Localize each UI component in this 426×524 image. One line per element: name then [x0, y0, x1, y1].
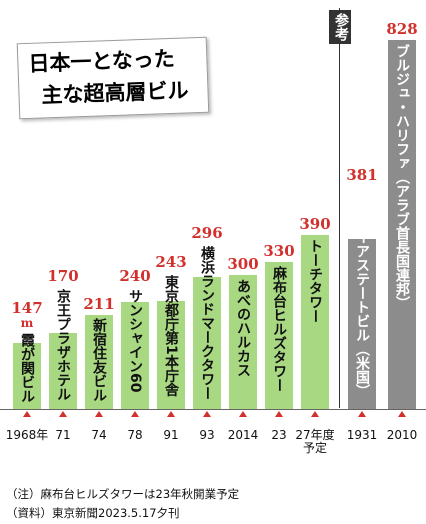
marker	[59, 411, 67, 417]
x-tick-label: 93	[199, 428, 215, 442]
bar-name: 霞が関ビル	[19, 332, 35, 403]
bar	[49, 333, 77, 409]
unit-label: m	[20, 315, 34, 330]
bar-name: ブルジュ・ハリファ（アラブ首長国連邦）	[394, 43, 410, 310]
x-tick-label: 1968年	[5, 428, 49, 442]
bar-name: 新宿住友ビル	[91, 318, 107, 402]
bar	[301, 235, 329, 409]
bar	[229, 275, 257, 409]
bar-name: エンパイアステートビル（米国）	[354, 187, 370, 398]
value-label: 296	[191, 223, 223, 242]
marker	[275, 411, 283, 417]
marker	[131, 411, 139, 417]
bar-name: 京王プラザホテル	[55, 289, 71, 401]
marker	[95, 411, 103, 417]
marker	[239, 411, 247, 417]
marker	[23, 411, 31, 417]
bar-name: サンシャイン60	[127, 289, 143, 393]
value-label: 170	[47, 267, 79, 285]
note: （資料）東京新聞2023.5.17夕刊	[6, 506, 180, 520]
bar	[348, 239, 376, 409]
bar-name: 東京都庁第1本庁舎	[163, 274, 179, 397]
bar	[388, 39, 416, 409]
bar	[121, 301, 149, 409]
title-line: 主な超高層ビル	[41, 78, 189, 108]
bar-name: 麻布台ヒルズタワー	[271, 265, 287, 392]
value-label: 243	[155, 252, 187, 271]
reference-label: 参考	[329, 10, 351, 44]
x-tick-label: 27年度 予定	[295, 428, 335, 455]
bar	[157, 300, 185, 409]
x-tick-label: 71	[55, 428, 71, 442]
bar	[193, 277, 221, 409]
value-label: 390	[299, 215, 331, 234]
marker	[398, 411, 406, 417]
value-label: 240	[119, 267, 151, 285]
x-tick-label: 2010	[386, 428, 418, 442]
bar	[265, 261, 293, 409]
baseline	[0, 409, 426, 410]
value-label: 147	[11, 298, 43, 317]
value-label: 330	[263, 241, 295, 260]
x-tick-label: 78	[127, 428, 143, 442]
value-label: 381	[346, 165, 378, 184]
title-box: 日本一となった 主な超高層ビル	[16, 36, 210, 120]
x-tick-label: 91	[163, 428, 179, 442]
value-label: 828	[386, 19, 418, 38]
value-label: 300	[227, 255, 259, 274]
x-tick-label: 74	[91, 428, 107, 442]
bar-name: 横浜ランドマークタワー	[199, 245, 215, 400]
x-tick-label: 1931	[346, 428, 378, 442]
bar	[13, 343, 41, 409]
x-tick-label: 23	[271, 428, 287, 442]
note: （注）麻布台ヒルズタワーは23年秋開業予定	[6, 487, 240, 501]
title: 日本一となった 主な超高層ビル	[18, 38, 208, 117]
bar-name: あべのハルカス	[235, 279, 251, 378]
marker	[358, 411, 366, 417]
marker	[203, 411, 211, 417]
marker	[311, 411, 319, 417]
value-label: 211	[83, 294, 115, 313]
bar	[85, 314, 113, 409]
x-tick-label: 2014	[227, 428, 259, 442]
divider	[339, 8, 340, 408]
marker	[167, 411, 175, 417]
bar-name: トーチタワー	[307, 239, 323, 324]
